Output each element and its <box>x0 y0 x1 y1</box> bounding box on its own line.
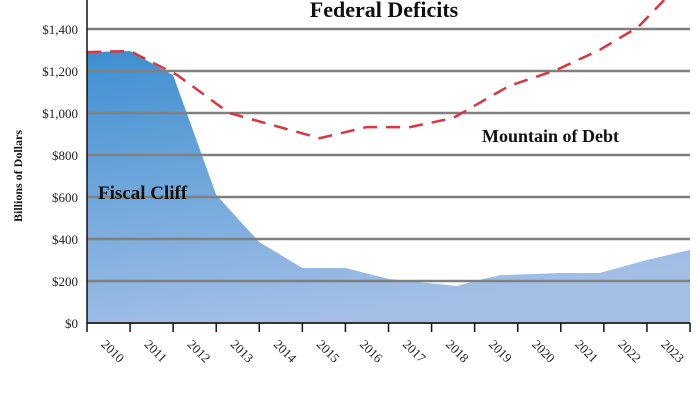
x-tick-label: 2015 <box>314 337 343 366</box>
x-tick-label: 2017 <box>400 337 429 366</box>
y-tick-label: $200 <box>52 274 78 289</box>
x-tick-label: 2016 <box>357 337 386 366</box>
x-tick-label: 2019 <box>486 337 515 366</box>
area-series <box>87 51 690 324</box>
chart-title: Federal Deficits <box>310 0 459 22</box>
x-tick-label: 2020 <box>529 337 558 366</box>
x-tick-label: 2018 <box>443 337 472 366</box>
x-tick-label: 2014 <box>271 337 300 366</box>
x-tick-label: 2010 <box>98 337 127 366</box>
y-tick-label: $600 <box>52 190 78 205</box>
annotation-mountain-of-debt: Mountain of Debt <box>482 126 619 146</box>
y-tick-label: $1,000 <box>42 106 78 121</box>
x-tick-label: 2012 <box>185 337 214 366</box>
y-tick-label: $1,200 <box>42 64 78 79</box>
deficit-line-series <box>87 0 666 140</box>
y-tick-label: $400 <box>52 232 78 247</box>
y-axis-label: Billions of Dollars <box>11 130 25 222</box>
y-tick-label: $1,400 <box>42 22 78 37</box>
y-tick-label: $800 <box>52 148 78 163</box>
x-tick-label: 2013 <box>228 337 257 366</box>
x-tick-label: 2021 <box>572 337 601 366</box>
x-tick-label: 2023 <box>658 337 687 366</box>
annotation-fiscal-cliff: Fiscal Cliff <box>98 183 188 204</box>
x-tick-label: 2022 <box>615 337 644 366</box>
y-tick-label: $0 <box>65 316 78 331</box>
x-tick-label: 2011 <box>141 337 170 366</box>
